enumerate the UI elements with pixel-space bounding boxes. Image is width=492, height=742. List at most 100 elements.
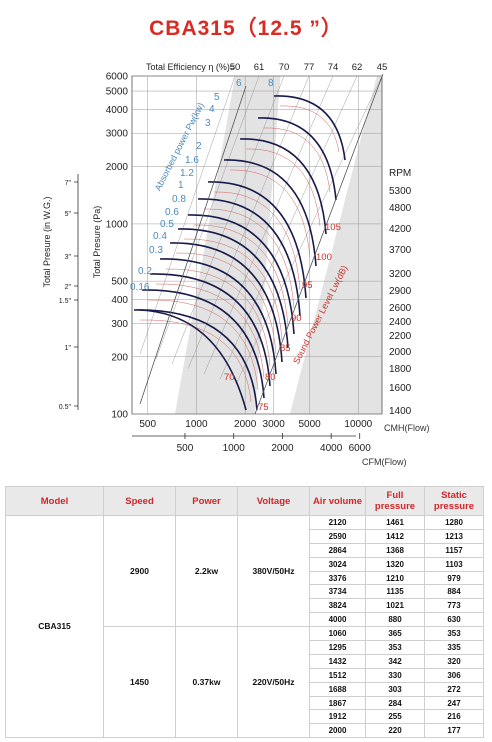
efficiency-value: 50 bbox=[230, 62, 241, 73]
x-axis-label-cfm: CFM(Flow) bbox=[362, 457, 407, 467]
power-value: 0.6 bbox=[165, 207, 179, 218]
table-cell: 380V/50Hz bbox=[237, 514, 310, 628]
y-tick-label-inch: 1" bbox=[65, 345, 72, 352]
power-value: 3 bbox=[205, 118, 211, 129]
rpm-value: 2000 bbox=[389, 347, 412, 358]
x-tick-label-cmh: 10000 bbox=[344, 419, 372, 430]
y-tick-label-pa: 100 bbox=[111, 410, 128, 421]
power-curve bbox=[193, 224, 289, 327]
y-tick-label-pa: 500 bbox=[111, 277, 128, 288]
power-band-line bbox=[139, 85, 247, 405]
power-curve bbox=[229, 169, 311, 259]
table-cell: 335 bbox=[424, 640, 484, 655]
y-tick-label-pa: 3000 bbox=[106, 129, 129, 140]
power-value: 0.5 bbox=[160, 219, 174, 230]
power-value: 1 bbox=[178, 180, 184, 191]
table-cell: 216 bbox=[424, 709, 484, 725]
table-cell: 3024 bbox=[309, 556, 366, 572]
power-curve bbox=[279, 105, 340, 153]
y-axis-label-pa: Total Presure (Pa) bbox=[92, 206, 102, 279]
rpm-value: 1400 bbox=[389, 406, 412, 417]
plot-white-region-left bbox=[132, 76, 235, 414]
rpm-value: 4800 bbox=[389, 203, 412, 214]
x-tick-label-cfm: 6000 bbox=[349, 443, 372, 454]
x-tick-label-cfm: 1000 bbox=[223, 443, 246, 454]
power-curve bbox=[245, 148, 321, 227]
x-axis-label-cmh: CMH(Flow) bbox=[384, 423, 430, 433]
table-cell: CBA315 bbox=[5, 514, 104, 739]
rpm-value: 2900 bbox=[389, 286, 412, 297]
fan-curve bbox=[187, 214, 295, 335]
y-tick-label-inch: 3" bbox=[65, 254, 72, 261]
table-header-cell: Model bbox=[5, 486, 104, 516]
table-header-cell: Full pressure bbox=[365, 486, 425, 516]
table-header-cell: Voltage bbox=[237, 486, 310, 516]
table-cell: 353 bbox=[424, 626, 484, 642]
table-cell: 1103 bbox=[424, 556, 484, 572]
table-cell: 272 bbox=[424, 681, 484, 697]
table-header-cell: Power bbox=[175, 486, 238, 516]
table-cell: 247 bbox=[424, 695, 484, 711]
table-cell: 1912 bbox=[309, 709, 366, 725]
x-tick-label-cfm: 4000 bbox=[320, 443, 343, 454]
power-curve bbox=[147, 299, 259, 391]
x-tick-label-cmh: 1000 bbox=[185, 419, 208, 430]
sound-band-line bbox=[254, 73, 384, 415]
efficiency-line bbox=[155, 75, 260, 360]
power-curve bbox=[175, 252, 277, 355]
table-cell: 1280 bbox=[424, 515, 484, 530]
fan-curve bbox=[141, 289, 265, 399]
table-cell: 365 bbox=[365, 626, 425, 642]
fan-performance-chart: 6000 5000 4000 3000 2000 1000 500 400 300 200 100 5… bbox=[42, 56, 430, 467]
rpm-value: 5300 bbox=[389, 186, 412, 197]
table-cell: 306 bbox=[424, 667, 484, 683]
sound-value: 75 bbox=[258, 402, 269, 413]
table-cell: 2000 bbox=[309, 723, 366, 739]
sound-value: 105 bbox=[325, 222, 341, 233]
table-row: 2000 220 177 bbox=[6, 723, 484, 739]
fan-curve bbox=[149, 273, 271, 387]
table-cell: 2.2kw bbox=[175, 514, 238, 628]
fan-curve bbox=[223, 159, 317, 267]
table-cell: 353 bbox=[365, 640, 425, 655]
rpm-value: 4200 bbox=[389, 224, 412, 235]
efficiency-value: 74 bbox=[328, 62, 339, 73]
power-value: 0.3 bbox=[149, 245, 163, 256]
sound-value: 80 bbox=[265, 372, 276, 383]
table-cell: 1461 bbox=[365, 515, 425, 530]
x-tick-label-cmh: 500 bbox=[139, 419, 156, 430]
power-value: 0.16 bbox=[130, 282, 150, 293]
x-tick-label-cmh: 3000 bbox=[263, 419, 286, 430]
table-cell: 1368 bbox=[365, 542, 425, 558]
x-tick-label-cfm: 500 bbox=[177, 443, 194, 454]
table-cell: 3824 bbox=[309, 598, 366, 614]
table-header-row: Model Speed Power Voltage Air volume Full pre… bbox=[5, 486, 484, 516]
y-tick-label-inch: 7" bbox=[65, 180, 72, 187]
y-axis-label-inch: Total Presure (in W.G.) bbox=[42, 196, 52, 287]
table-row: 4000 880 630 bbox=[6, 612, 484, 628]
y-tick-label-inch: 0.5" bbox=[59, 404, 72, 411]
power-value: 0.2 bbox=[138, 266, 152, 277]
power-value: 0.4 bbox=[153, 231, 167, 242]
efficiency-value: 77 bbox=[304, 62, 315, 73]
table-cell: 1295 bbox=[309, 640, 366, 655]
table-cell: 1867 bbox=[309, 695, 366, 711]
table-row: 2590 1412 1213 bbox=[6, 528, 484, 544]
fan-curve bbox=[177, 228, 289, 349]
table-row: 1512 330 306 bbox=[6, 667, 484, 683]
table-cell: 4000 bbox=[309, 612, 366, 628]
table-cell: 342 bbox=[365, 653, 425, 669]
table-row: CBA315 2900 2.2kw 380V/50Hz 2120 1461 1280 bbox=[5, 514, 484, 739]
plot-white-region-band bbox=[255, 56, 382, 414]
table-header-cell: Speed bbox=[103, 486, 176, 516]
sound-value: 70 bbox=[224, 372, 235, 383]
y-tick-label-inch: 1.5" bbox=[59, 298, 72, 305]
power-value: 6 bbox=[236, 78, 242, 89]
rpm-value: 2600 bbox=[389, 303, 412, 314]
table-cell: 1210 bbox=[365, 570, 425, 586]
table-cell: 1512 bbox=[309, 667, 366, 683]
table-cell: 1021 bbox=[365, 598, 425, 614]
rpm-value: 1600 bbox=[389, 383, 412, 394]
y-tick-label-inch: 5" bbox=[65, 211, 72, 218]
power-value: 8 bbox=[268, 78, 274, 89]
